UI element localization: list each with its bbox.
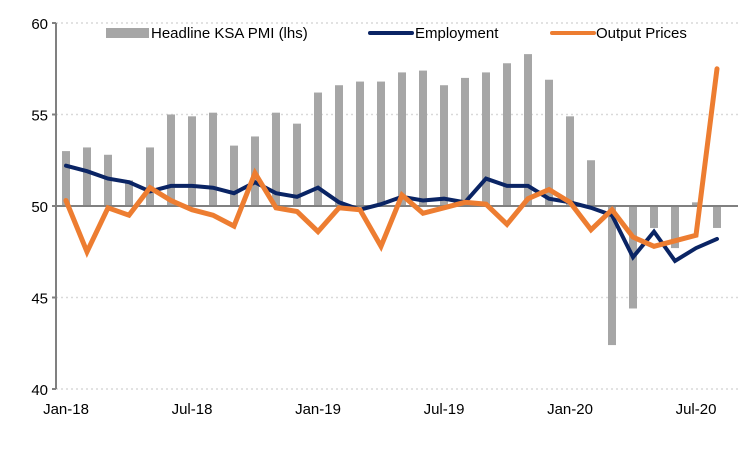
y-tick-label: 55 xyxy=(31,108,48,125)
pmi-bar xyxy=(167,114,175,206)
x-tick-label: Jul-19 xyxy=(424,401,465,418)
gridlines xyxy=(56,22,738,390)
pmi-bar xyxy=(209,112,217,206)
legend: Headline KSA PMI (lhs) Employment Output… xyxy=(106,25,687,42)
x-tick-label: Jan-18 xyxy=(43,401,89,418)
pmi-bar xyxy=(62,151,70,206)
pmi-bar xyxy=(650,206,658,228)
legend-label-employment: Employment xyxy=(415,25,499,42)
pmi-bar xyxy=(482,72,490,206)
pmi-bar xyxy=(671,206,679,249)
pmi-bar xyxy=(314,92,322,206)
legend-label-output-prices: Output Prices xyxy=(596,25,687,42)
pmi-bar xyxy=(692,202,700,206)
output-prices-line xyxy=(63,66,720,258)
pmi-bar xyxy=(566,116,574,206)
y-tick-label: 45 xyxy=(31,291,48,308)
y-tick-label: 40 xyxy=(31,382,48,399)
y-tick-label: 60 xyxy=(31,16,48,33)
y-tick-label: 50 xyxy=(31,199,48,216)
x-axis-ticks: Jan-18 Jul-18 Jan-19 Jul-19 Jan-20 Jul-20 xyxy=(43,401,716,418)
x-tick-label: Jul-18 xyxy=(172,401,213,418)
pmi-bar xyxy=(146,147,154,206)
pmi-bar xyxy=(461,77,469,207)
x-tick-label: Jan-19 xyxy=(295,401,341,418)
pmi-bar xyxy=(188,116,196,206)
x-tick-label: Jan-20 xyxy=(547,401,593,418)
pmi-bar xyxy=(83,147,91,206)
pmi-bar xyxy=(377,81,385,206)
pmi-bar xyxy=(293,123,301,206)
pmi-bar xyxy=(125,180,133,206)
pmi-bar xyxy=(587,160,595,206)
pmi-bar xyxy=(545,79,553,206)
pmi-bar xyxy=(335,85,343,206)
x-tick-label: Jul-20 xyxy=(676,401,717,418)
pmi-bar xyxy=(440,85,448,206)
line-series xyxy=(63,66,720,264)
legend-swatch-pmi xyxy=(106,28,149,38)
pmi-bar xyxy=(608,206,616,346)
pmi-bar xyxy=(272,112,280,206)
pmi-bar xyxy=(503,63,511,207)
pmi-bar xyxy=(524,54,532,206)
legend-label-pmi: Headline KSA PMI (lhs) xyxy=(151,25,308,42)
pmi-bar xyxy=(398,72,406,206)
pmi-bar xyxy=(713,206,721,228)
y-axis-ticks: 40 45 50 55 60 xyxy=(31,16,56,399)
pmi-bar xyxy=(356,81,364,206)
pmi-bar xyxy=(419,70,427,206)
employment-line xyxy=(64,163,719,264)
pmi-bar xyxy=(230,145,238,206)
